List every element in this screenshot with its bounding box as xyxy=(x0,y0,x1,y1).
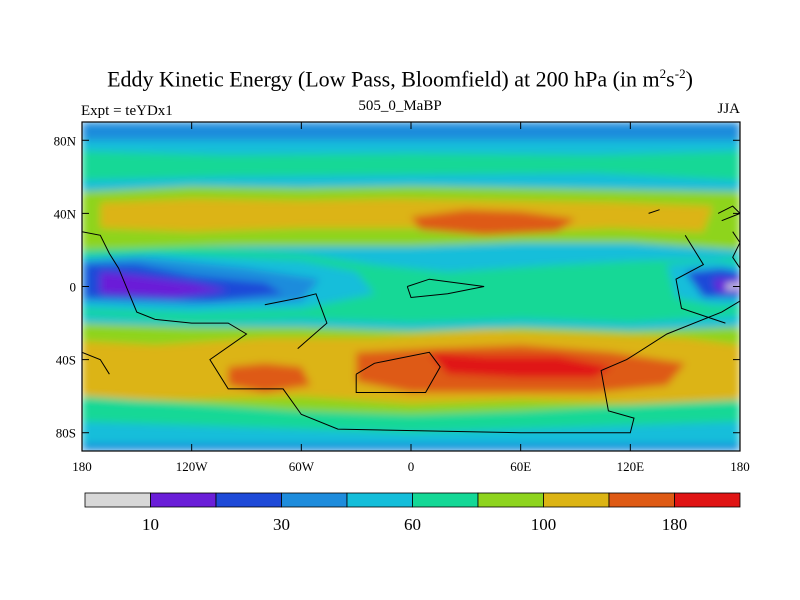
colorbar-box xyxy=(281,492,348,508)
colorbar-label: 30 xyxy=(273,515,290,534)
coastline-8 xyxy=(732,231,740,269)
colorbar-label: 60 xyxy=(404,515,421,534)
contour-region-14 xyxy=(725,282,739,291)
x-tick-label: 60E xyxy=(510,459,531,474)
colorbar-box xyxy=(84,492,151,508)
coastlines xyxy=(82,205,740,434)
colorbar-label: 180 xyxy=(662,515,688,534)
colorbar-box xyxy=(412,492,479,508)
coastline-7 xyxy=(648,209,660,214)
contour-region-17 xyxy=(228,363,311,393)
x-tick-label: 0 xyxy=(408,459,415,474)
contour-region-1 xyxy=(82,122,740,141)
colorbar: 10 30 60 100 180 xyxy=(84,492,741,534)
colorbar-label: 10 xyxy=(142,515,159,534)
coastline-1 xyxy=(264,293,328,349)
coastline-6 xyxy=(717,205,740,222)
x-tick-label: 60W xyxy=(289,459,315,474)
colorbar-box xyxy=(543,492,610,508)
coastline-2 xyxy=(355,351,441,393)
contour-region-5 xyxy=(411,209,576,236)
coastline-0 xyxy=(82,231,740,434)
colorbar-box xyxy=(608,492,675,508)
colorbar-box xyxy=(674,492,741,508)
y-tick-label: 80S xyxy=(56,426,76,441)
y-tick-label: 40N xyxy=(54,206,77,221)
x-tick-label: 120W xyxy=(176,459,209,474)
x-tick-label: 180 xyxy=(72,459,92,474)
y-tick-label: 80N xyxy=(54,133,77,148)
chart-title: Eddy Kinetic Energy (Low Pass, Bloomfiel… xyxy=(107,66,693,92)
y-tick-label: 40S xyxy=(56,353,76,368)
x-tick-label: 120E xyxy=(617,459,645,474)
season-label: JJA xyxy=(717,101,740,117)
axes: 180 120W 60W 0 60E 120E 180 80N 40N 0 40S 80S xyxy=(54,122,750,474)
colorbar-label: 100 xyxy=(531,515,557,534)
colorbar-box xyxy=(346,492,413,508)
coastline-4 xyxy=(82,351,110,375)
time-label: 505_0_MaBP xyxy=(358,98,442,114)
y-tick-label: 0 xyxy=(70,280,77,295)
contour-fills xyxy=(82,122,740,451)
experiment-label: Expt = teYDx1 xyxy=(81,103,173,119)
colorbar-box xyxy=(477,492,544,508)
contour-region-19 xyxy=(429,352,613,378)
colorbar-box xyxy=(150,492,217,508)
coastline-5 xyxy=(675,235,726,324)
x-tick-label: 180 xyxy=(730,459,750,474)
contour-region-10 xyxy=(100,271,229,298)
contour-region-4 xyxy=(100,198,713,232)
coastline-3 xyxy=(406,278,485,299)
contour-region-2 xyxy=(82,151,740,181)
colorbar-box xyxy=(215,492,282,508)
